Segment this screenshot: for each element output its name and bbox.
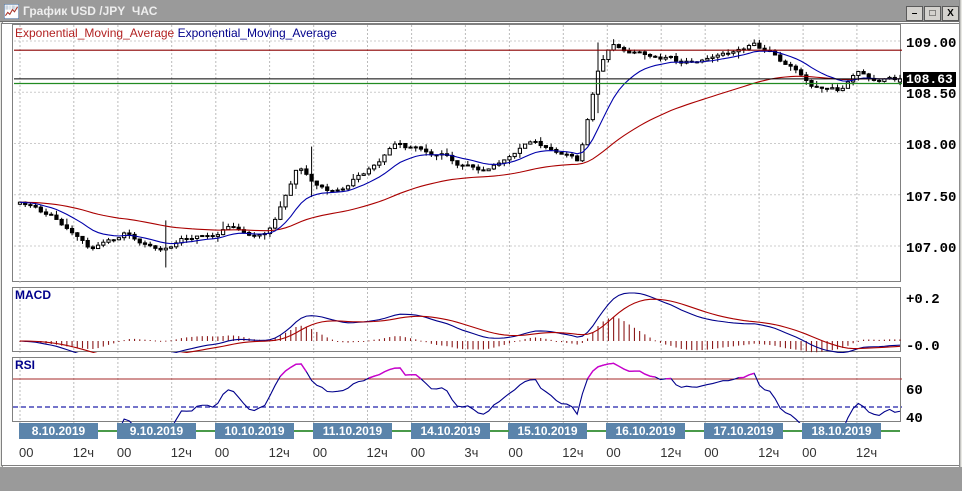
svg-text:12ч: 12ч	[562, 445, 583, 460]
svg-text:12ч: 12ч	[660, 445, 681, 460]
svg-text:00: 00	[704, 445, 718, 460]
svg-text:00: 00	[802, 445, 816, 460]
svg-text:12ч: 12ч	[758, 445, 779, 460]
svg-text:00: 00	[19, 445, 33, 460]
svg-text:00: 00	[508, 445, 522, 460]
svg-text:00: 00	[411, 445, 425, 460]
svg-text:00: 00	[117, 445, 131, 460]
svg-text:00: 00	[313, 445, 327, 460]
svg-text:12ч: 12ч	[171, 445, 192, 460]
svg-text:00: 00	[606, 445, 620, 460]
svg-text:12ч: 12ч	[269, 445, 290, 460]
svg-text:12ч: 12ч	[73, 445, 94, 460]
svg-text:3ч: 3ч	[464, 445, 478, 460]
svg-text:12ч: 12ч	[367, 445, 388, 460]
svg-text:00: 00	[215, 445, 229, 460]
svg-text:12ч: 12ч	[856, 445, 877, 460]
